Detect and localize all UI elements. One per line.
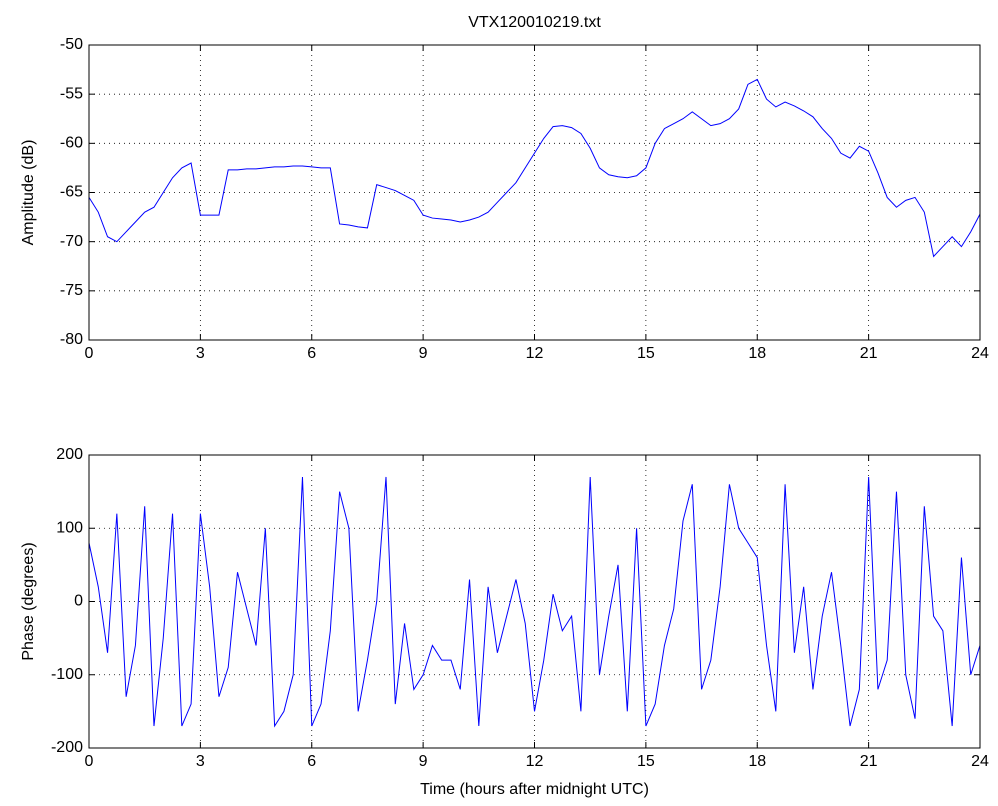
x-tick-label: 12 (526, 753, 544, 770)
x-tick-label: 6 (307, 753, 316, 770)
x-tick-label: 3 (196, 753, 205, 770)
x-tick-label: 0 (85, 345, 94, 362)
y-axis-label: Phase (degrees) (20, 542, 37, 660)
axes-box (88, 44, 981, 341)
y-tick-label: -80 (60, 331, 83, 348)
x-tick-label: 9 (419, 753, 428, 770)
x-tick-label: 12 (526, 345, 544, 362)
data-line (88, 78, 981, 258)
y-tick-label: -55 (60, 85, 83, 102)
y-tick-label: -100 (51, 666, 83, 683)
x-tick-label: 15 (637, 753, 655, 770)
y-tick-label: -65 (60, 184, 83, 201)
y-tick-label: 100 (56, 519, 83, 536)
data-line (88, 476, 981, 728)
x-tick-label: 0 (85, 753, 94, 770)
axes-box (88, 454, 981, 749)
x-tick-label: 21 (860, 345, 878, 362)
x-tick-label: 6 (307, 345, 316, 362)
x-tick-label: 9 (419, 345, 428, 362)
y-tick-label: -50 (60, 36, 83, 53)
y-tick-label: -200 (51, 739, 83, 756)
y-tick-label: 0 (74, 593, 83, 610)
x-tick-label: 15 (637, 345, 655, 362)
x-tick-label: 24 (971, 753, 989, 770)
x-tick-label: 21 (860, 753, 878, 770)
chart-title: VTX120010219.txt (468, 14, 601, 31)
x-axis-label: Time (hours after midnight UTC) (420, 781, 649, 798)
x-tick-label: 18 (748, 345, 766, 362)
x-tick-label: 3 (196, 345, 205, 362)
y-tick-label: 200 (56, 446, 83, 463)
x-tick-label: 18 (748, 753, 766, 770)
y-tick-label: -75 (60, 282, 83, 299)
y-tick-label: -60 (60, 135, 83, 152)
y-tick-label: -70 (60, 233, 83, 250)
x-tick-label: 24 (971, 345, 989, 362)
y-axis-label: Amplitude (dB) (20, 140, 37, 246)
